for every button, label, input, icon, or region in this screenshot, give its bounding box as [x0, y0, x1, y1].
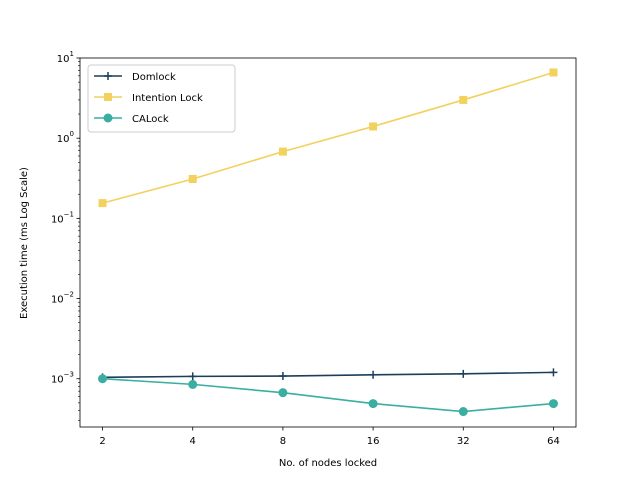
data-point-calock-2	[98, 374, 108, 384]
x-axis-label: No. of nodes locked	[279, 458, 377, 469]
data-point-domlock-16	[369, 370, 378, 379]
x-tick-label: 64	[547, 436, 560, 447]
data-point-intention-lock-4	[188, 174, 197, 183]
data-point-domlock-4	[188, 372, 197, 381]
legend-box	[87, 64, 236, 133]
y-tick-label: 100	[57, 130, 74, 145]
data-point-calock-16	[368, 399, 378, 409]
y-tick-label: 10−1	[51, 210, 74, 225]
data-point-domlock-64	[549, 368, 558, 377]
series-line-intention-lock	[102, 71, 554, 204]
legend-label-intention-lock: Intention Lock	[132, 93, 203, 104]
data-point-calock-8	[278, 388, 288, 398]
series-line-calock	[102, 377, 554, 413]
legend-marker-domlock	[104, 72, 112, 80]
data-point-intention-lock-2	[98, 199, 107, 208]
data-point-calock-32	[458, 407, 468, 417]
x-tick-label: 32	[457, 436, 470, 447]
data-point-intention-lock-16	[369, 122, 378, 131]
legend-label-calock: CALock	[132, 114, 169, 125]
legend-marker-calock	[103, 113, 113, 123]
x-tick-label: 2	[99, 436, 105, 447]
data-point-domlock-8	[278, 372, 287, 381]
data-point-intention-lock-32	[459, 95, 468, 104]
data-point-calock-64	[548, 399, 558, 409]
data-point-intention-lock-8	[278, 147, 287, 156]
x-tick-label: 4	[190, 436, 196, 447]
x-tick-label: 8	[280, 436, 286, 447]
y-axis-label: Execution time (ms Log Scale)	[19, 167, 30, 319]
y-tick-label: 10−2	[51, 291, 74, 306]
y-tick-label: 10−3	[51, 371, 74, 386]
data-point-intention-lock-64	[549, 68, 558, 77]
legend-label-domlock: Domlock	[132, 72, 176, 83]
series-line-domlock	[102, 371, 554, 379]
data-point-calock-4	[188, 379, 198, 389]
plot-area	[98, 68, 558, 417]
data-point-domlock-32	[459, 369, 468, 378]
legend: Domlock Intention Lock CALock	[87, 64, 236, 133]
y-tick-label: 101	[57, 50, 74, 65]
legend-marker-intention-lock	[104, 93, 112, 101]
x-tick-label: 16	[367, 436, 380, 447]
axes: 2 4 8 16 32 64 10−3 10−2 10−1 100 101	[51, 50, 577, 447]
